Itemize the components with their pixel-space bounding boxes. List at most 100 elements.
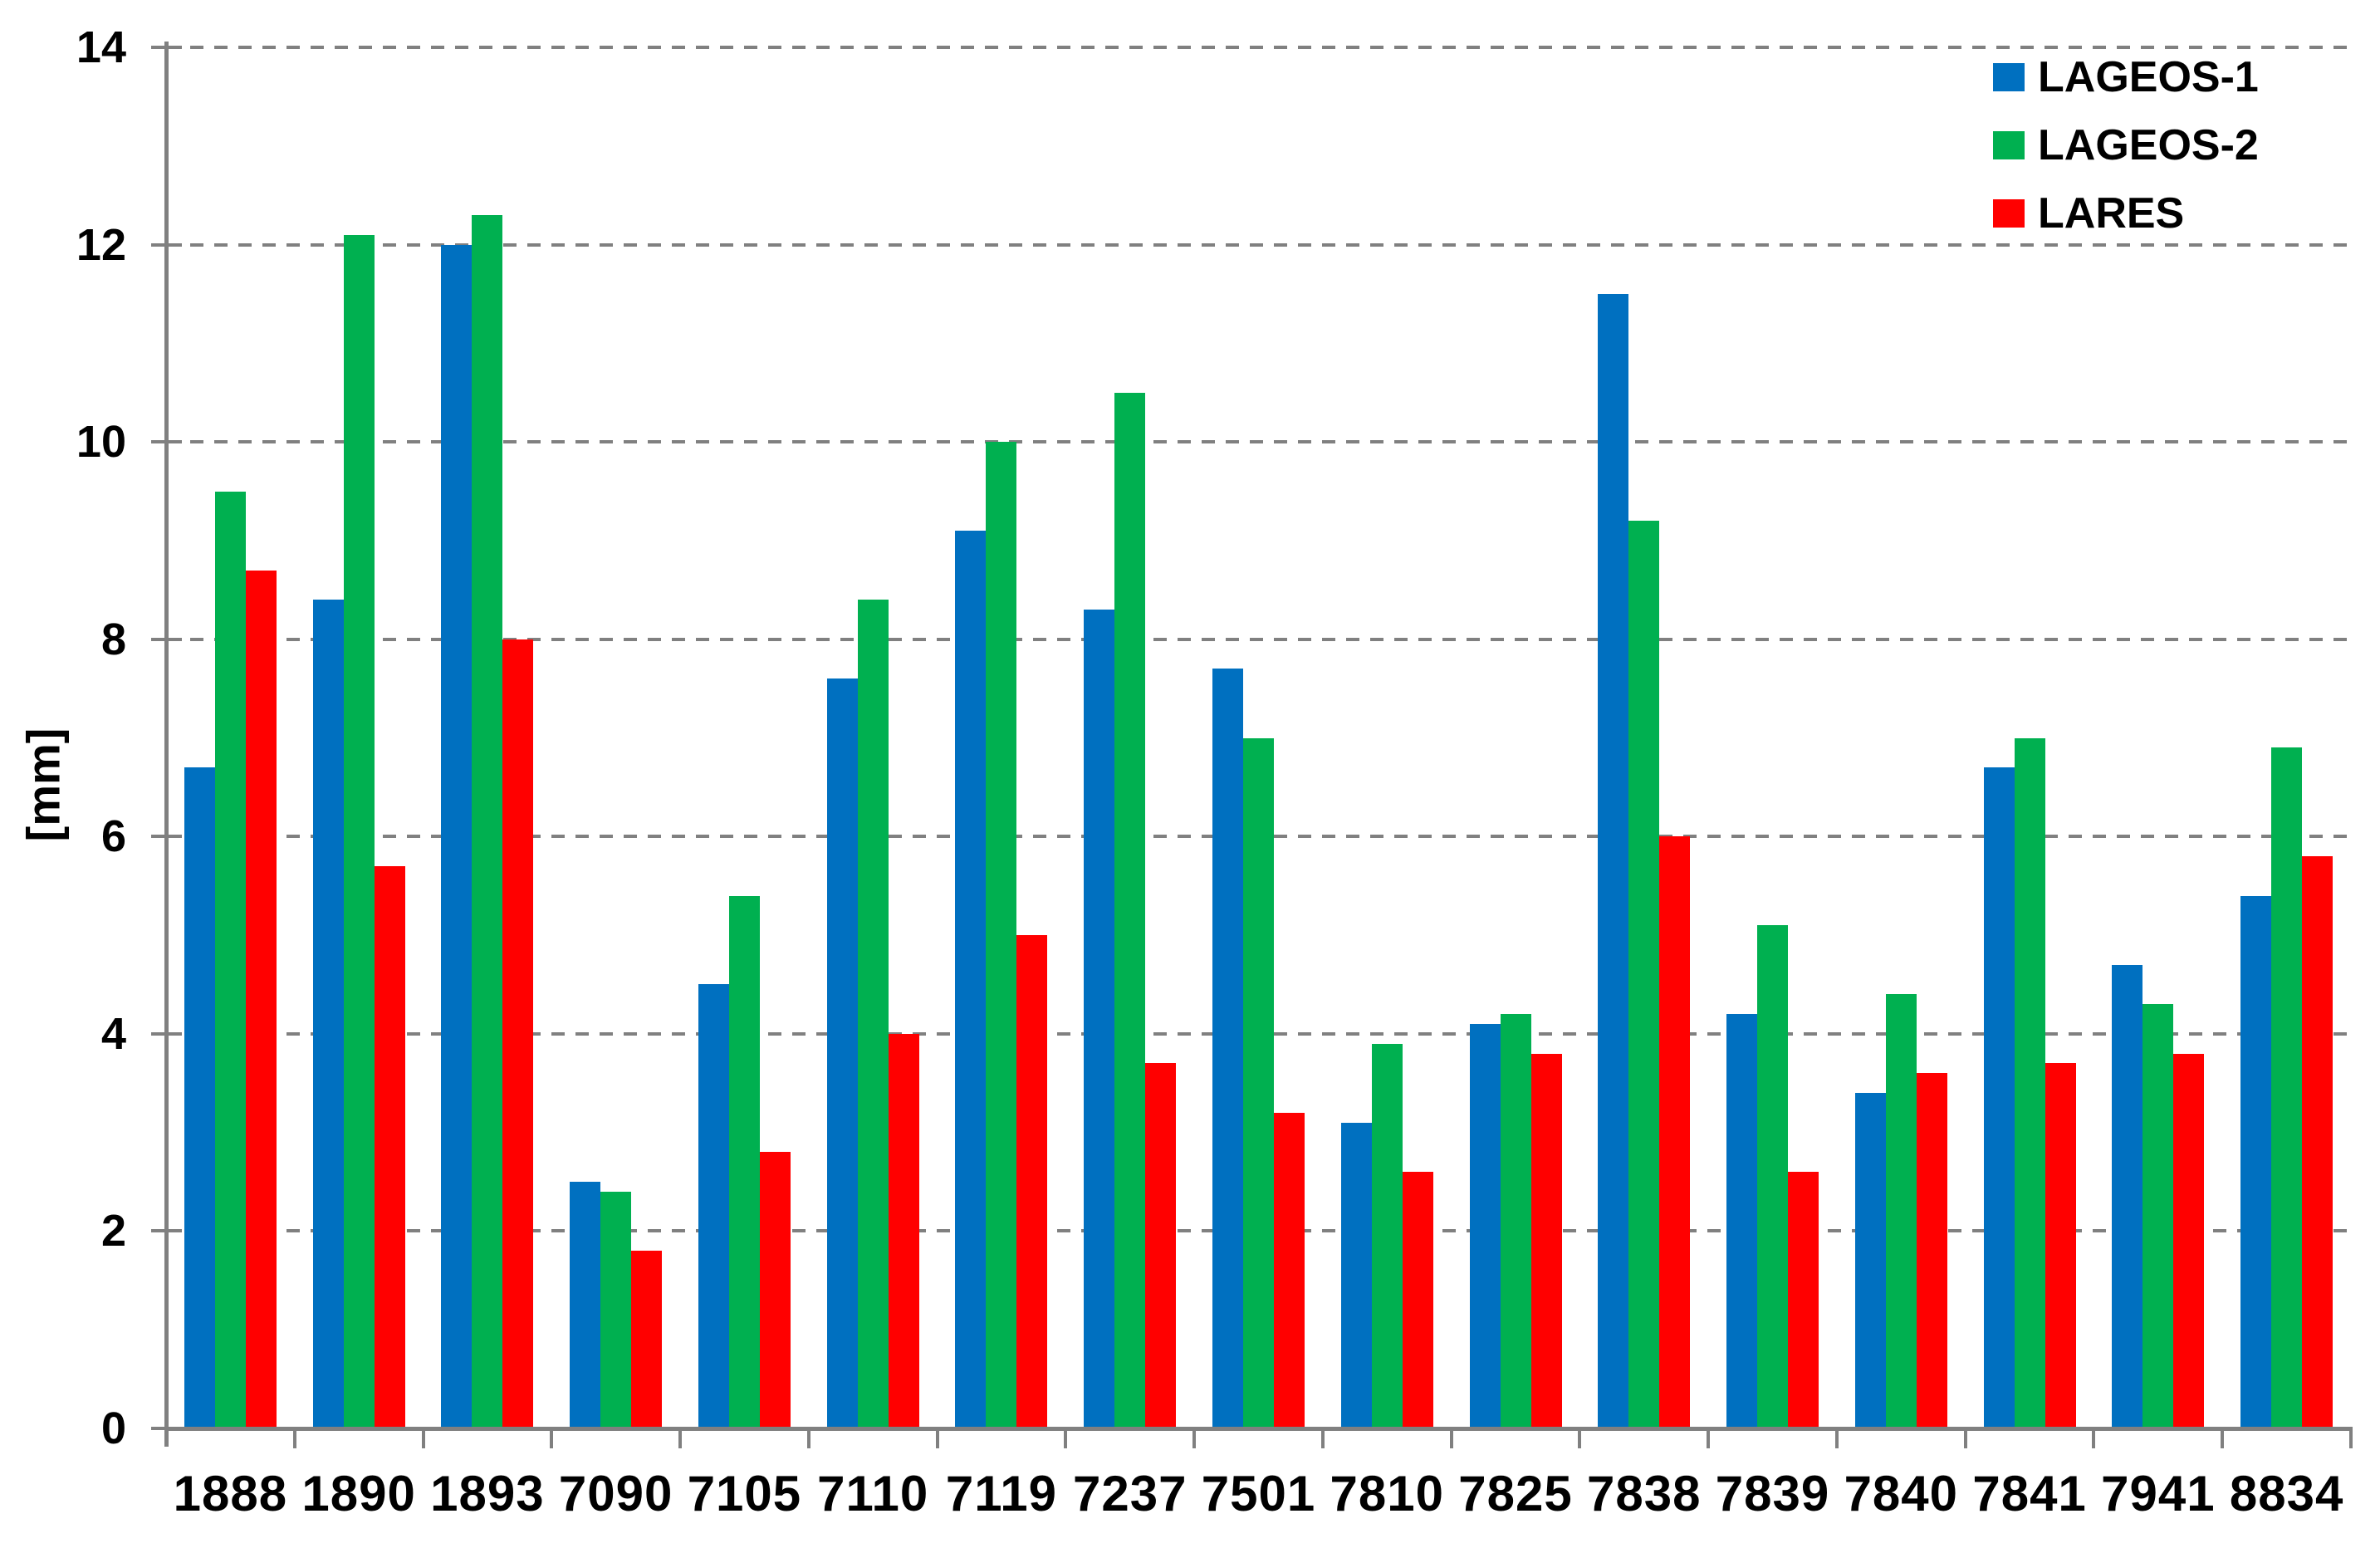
y-tick-label: 12 bbox=[76, 219, 126, 270]
y-tick-label: 2 bbox=[100, 1206, 126, 1257]
legend-label: LAGEOS-1 bbox=[2038, 53, 2259, 101]
x-tick bbox=[1707, 1431, 1711, 1448]
x-tick bbox=[806, 1431, 810, 1448]
bar-lageos-2-7839 bbox=[1757, 925, 1789, 1428]
bar-lageos-2-7840 bbox=[1885, 994, 1917, 1428]
bar-lageos-2-7941 bbox=[2142, 1004, 2174, 1428]
x-tick bbox=[1834, 1431, 1839, 1448]
x-tick bbox=[935, 1431, 939, 1448]
bar-lares-7810 bbox=[1402, 1172, 1433, 1428]
legend-swatch-lageos-1 bbox=[1993, 63, 2025, 91]
x-tick bbox=[421, 1431, 425, 1448]
y-tick-12 bbox=[151, 242, 182, 247]
bar-lageos-1-7090 bbox=[570, 1182, 601, 1428]
bar-lageos-2-7090 bbox=[600, 1191, 632, 1428]
bar-lares-7105 bbox=[759, 1152, 791, 1428]
x-tick bbox=[292, 1431, 296, 1448]
bar-lares-7841 bbox=[2045, 1063, 2076, 1428]
bar-lageos-2-7105 bbox=[728, 895, 760, 1428]
x-tick bbox=[1963, 1431, 1967, 1448]
bar-lageos-1-8834 bbox=[2240, 895, 2272, 1428]
legend-label: LARES bbox=[2038, 189, 2185, 238]
legend-swatch-lageos-2 bbox=[1993, 131, 2025, 159]
bar-lares-7941 bbox=[2173, 1053, 2205, 1428]
bar-lares-7119 bbox=[1016, 935, 1048, 1428]
bar-lageos-2-7810 bbox=[1371, 1043, 1403, 1428]
y-tick-label: 8 bbox=[100, 614, 126, 664]
y-tick-14 bbox=[151, 46, 182, 49]
y-tick-label: 10 bbox=[76, 417, 126, 468]
bar-lageos-1-7105 bbox=[698, 984, 729, 1428]
bar-lageos-2-8834 bbox=[2271, 747, 2303, 1428]
bar-lageos-1-7838 bbox=[1598, 293, 1629, 1428]
x-tick-label-7838: 7838 bbox=[1587, 1466, 1702, 1521]
x-tick-label-7810: 7810 bbox=[1330, 1466, 1444, 1521]
legend-item-lageos-1: LAGEOS-1 bbox=[1993, 53, 2259, 101]
x-tick bbox=[1320, 1431, 1325, 1448]
bar-lageos-1-7840 bbox=[1854, 1093, 1886, 1428]
x-tick bbox=[550, 1431, 554, 1448]
x-tick-label-1890: 1890 bbox=[301, 1466, 416, 1521]
bar-lageos-2-7841 bbox=[2014, 737, 2045, 1428]
bar-lares-1888 bbox=[245, 570, 277, 1428]
y-tick-6 bbox=[151, 835, 182, 839]
legend-item-lageos-2: LAGEOS-2 bbox=[1993, 121, 2259, 169]
x-tick bbox=[1449, 1431, 1453, 1448]
x-tick-label-7090: 7090 bbox=[558, 1466, 673, 1521]
y-tick-0 bbox=[151, 1427, 182, 1430]
x-tick bbox=[2349, 1431, 2353, 1448]
x-tick bbox=[2092, 1431, 2096, 1448]
bar-lageos-1-7501 bbox=[1212, 669, 1243, 1428]
x-tick-label-8834: 8834 bbox=[2229, 1466, 2344, 1521]
x-tick-label-7110: 7110 bbox=[817, 1466, 929, 1521]
bar-lares-8834 bbox=[2302, 856, 2333, 1428]
bar-lageos-1-7810 bbox=[1340, 1122, 1372, 1428]
y-axis-line bbox=[164, 42, 169, 1447]
bar-lageos-1-7941 bbox=[2112, 964, 2143, 1428]
bar-lares-7090 bbox=[631, 1251, 663, 1428]
x-tick-label-1893: 1893 bbox=[430, 1466, 545, 1521]
bar-lageos-1-7825 bbox=[1469, 1023, 1501, 1428]
y-tick-8 bbox=[151, 637, 182, 641]
bar-lageos-1-1890 bbox=[312, 600, 344, 1428]
bar-lares-7839 bbox=[1788, 1172, 1819, 1428]
y-tick-2 bbox=[151, 1229, 182, 1233]
bar-lares-7840 bbox=[1916, 1073, 1947, 1428]
bar-lares-7237 bbox=[1145, 1063, 1177, 1428]
x-tick-label-7237: 7237 bbox=[1072, 1466, 1188, 1521]
y-tick-label: 4 bbox=[100, 1008, 126, 1059]
y-tick-label: 0 bbox=[100, 1403, 126, 1453]
bar-lageos-2-1890 bbox=[343, 234, 375, 1428]
bar-lageos-1-7110 bbox=[826, 678, 858, 1428]
bar-lageos-2-7838 bbox=[1628, 521, 1660, 1428]
y-tick-label: 14 bbox=[76, 22, 126, 72]
bar-lageos-2-7110 bbox=[857, 600, 889, 1428]
y-tick-10 bbox=[151, 440, 182, 444]
x-tick bbox=[1578, 1431, 1582, 1448]
bar-lageos-1-7841 bbox=[1983, 767, 2015, 1428]
gridline-10 bbox=[166, 440, 2351, 444]
gridline-8 bbox=[166, 637, 2351, 641]
x-tick-label-7825: 7825 bbox=[1458, 1466, 1573, 1521]
x-tick bbox=[678, 1431, 683, 1448]
bar-lageos-2-7825 bbox=[1500, 1014, 1531, 1428]
bar-lageos-2-7237 bbox=[1114, 392, 1146, 1428]
plot-area bbox=[166, 46, 2351, 1428]
legend-item-lares: LARES bbox=[1993, 189, 2259, 238]
x-tick bbox=[1064, 1431, 1068, 1448]
legend-label: LAGEOS-2 bbox=[2038, 121, 2259, 169]
bar-lageos-2-7119 bbox=[986, 442, 1017, 1428]
bar-lageos-2-7501 bbox=[1243, 737, 1274, 1428]
bar-lageos-2-1893 bbox=[472, 214, 503, 1428]
bar-lageos-2-1888 bbox=[214, 491, 246, 1428]
bar-lageos-1-7237 bbox=[1084, 610, 1115, 1428]
bar-lares-1893 bbox=[502, 639, 534, 1428]
gridline-14 bbox=[166, 46, 2351, 49]
y-tick-4 bbox=[151, 1031, 182, 1036]
x-tick-label-1888: 1888 bbox=[173, 1466, 288, 1521]
x-axis-line bbox=[164, 1427, 2353, 1431]
bar-lares-1890 bbox=[374, 865, 405, 1428]
bar-lageos-1-7119 bbox=[955, 531, 987, 1428]
bar-lares-7838 bbox=[1659, 836, 1691, 1428]
